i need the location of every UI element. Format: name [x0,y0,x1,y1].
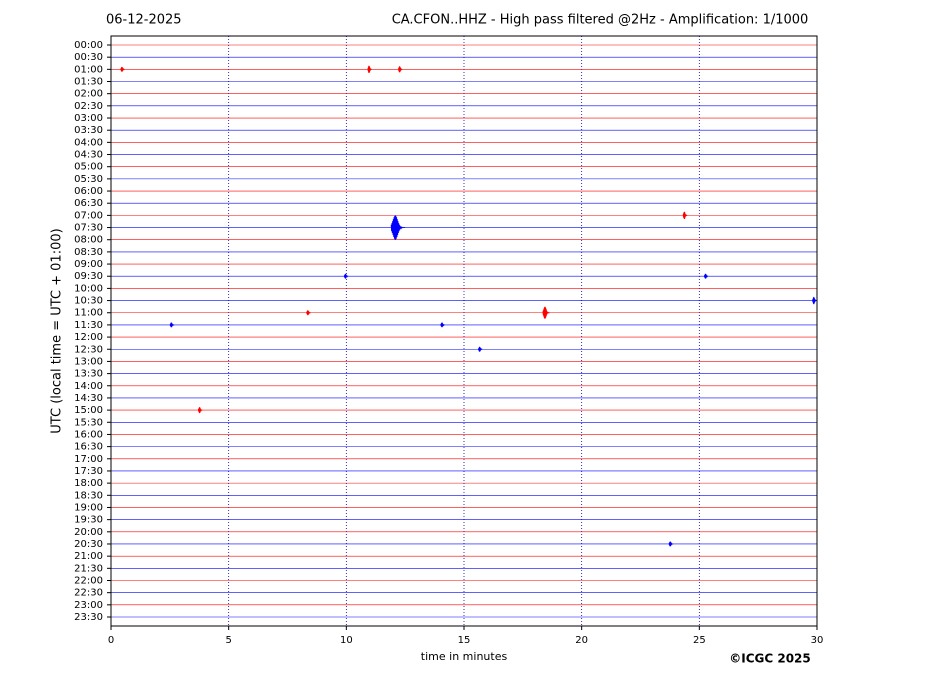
x-tick-label: 5 [225,635,231,646]
x-tick-label: 20 [575,635,588,646]
event [668,541,674,547]
y-tick-label: 05:30 [74,174,103,185]
event [390,215,406,240]
y-tick-label: 17:00 [74,454,103,465]
y-tick-label: 02:00 [74,89,103,100]
x-tick-label: 0 [108,635,114,646]
y-tick-label: 06:30 [74,198,103,209]
y-tick-label: 11:30 [74,320,103,331]
y-tick-label: 10:00 [74,283,103,294]
event [682,211,688,220]
y-tick-label: 14:00 [74,381,103,392]
y-tick-label: 17:30 [74,466,103,477]
y-tick-label: 13:30 [74,369,103,380]
y-tick-label: 16:00 [74,429,103,440]
y-tick-label: 18:30 [74,490,103,501]
y-tick-label: 21:30 [74,563,103,574]
x-axis-label: time in minutes [421,650,508,663]
y-tick-label: 09:30 [74,271,103,282]
x-tick-label: 30 [811,635,824,646]
y-tick-label: 01:30 [74,77,103,88]
event [703,273,709,279]
y-tick-label: 06:00 [74,186,103,197]
event [478,346,483,352]
y-tick-label: 23:00 [74,600,103,611]
event [812,296,817,305]
y-tick-label: 19:00 [74,502,103,513]
y-tick-label: 05:00 [74,162,103,173]
y-tick-label: 12:30 [74,344,103,355]
event [398,66,403,73]
y-tick-label: 07:00 [74,210,103,221]
x-tick-label: 25 [693,635,706,646]
y-tick-label: 03:00 [74,113,103,124]
y-tick-label: 22:30 [74,588,103,599]
y-tick-label: 07:30 [74,223,103,234]
event [542,306,550,319]
date: 06-12-2025 [106,13,182,28]
chart-title: CA.CFON..HHZ - High pass filtered @2Hz -… [392,13,809,28]
y-tick-label: 00:30 [74,52,103,63]
event [169,322,175,328]
plot-frame [110,35,818,627]
y-tick-label: 08:00 [74,235,103,246]
event [343,273,349,279]
y-tick-label: 02:30 [74,101,103,112]
y-tick-label: 22:00 [74,575,103,586]
y-tick-label: 20:00 [74,527,103,538]
y-tick-label: 16:30 [74,442,103,453]
x-tick-label: 10 [340,635,353,646]
y-tick-label: 18:00 [74,478,103,489]
y-tick-label: 04:00 [74,137,103,148]
y-tick-label: 09:00 [74,259,103,270]
y-tick-label: 13:00 [74,356,103,367]
y-tick-label: 23:30 [74,612,103,623]
credit: ©ICGC 2025 [729,652,811,666]
event [197,407,203,414]
y-tick-label: 08:30 [74,247,103,258]
y-tick-label: 12:00 [74,332,103,343]
y-tick-label: 04:30 [74,150,103,161]
y-axis-label: UTC (local time = UTC + 01:00) [50,228,65,433]
event [120,66,125,72]
event [367,65,372,74]
x-tick-label: 15 [458,635,471,646]
y-tick-label: 15:30 [74,417,103,428]
event [306,310,311,316]
y-tick-label: 00:00 [74,40,103,51]
y-tick-label: 20:30 [74,539,103,550]
y-tick-label: 21:00 [74,551,103,562]
y-tick-label: 01:00 [74,64,103,75]
event [440,322,445,328]
y-tick-label: 14:30 [74,393,103,404]
y-tick-label: 03:30 [74,125,103,136]
y-tick-label: 11:00 [74,308,103,319]
y-tick-label: 19:30 [74,515,103,526]
y-tick-label: 15:00 [74,405,103,416]
y-tick-label: 10:30 [74,296,103,307]
